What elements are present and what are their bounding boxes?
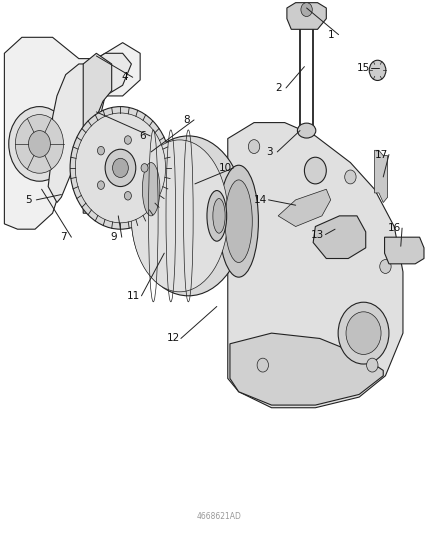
Circle shape: [70, 107, 171, 229]
Text: 15: 15: [357, 63, 370, 73]
Circle shape: [15, 115, 64, 173]
Circle shape: [248, 140, 260, 154]
Polygon shape: [4, 37, 140, 229]
Polygon shape: [287, 3, 326, 29]
Text: 1: 1: [327, 30, 334, 39]
Ellipse shape: [225, 180, 252, 263]
Polygon shape: [230, 333, 383, 405]
Circle shape: [28, 131, 50, 157]
Text: 8: 8: [183, 115, 190, 125]
Circle shape: [369, 60, 386, 80]
Text: 14: 14: [254, 195, 267, 205]
Ellipse shape: [131, 140, 228, 292]
Polygon shape: [48, 53, 131, 203]
Text: 6: 6: [139, 131, 146, 141]
Polygon shape: [374, 150, 388, 203]
Text: 2: 2: [275, 83, 282, 93]
Circle shape: [301, 3, 312, 17]
Ellipse shape: [142, 163, 160, 216]
Text: 4668621AD: 4668621AD: [197, 512, 241, 521]
Circle shape: [257, 358, 268, 372]
Polygon shape: [83, 53, 112, 213]
Circle shape: [346, 312, 381, 354]
Circle shape: [367, 358, 378, 372]
Circle shape: [113, 158, 128, 177]
Text: 3: 3: [266, 147, 273, 157]
Ellipse shape: [219, 165, 258, 277]
Text: 16: 16: [388, 223, 401, 233]
Ellipse shape: [213, 199, 225, 233]
Circle shape: [75, 113, 166, 223]
Ellipse shape: [138, 152, 164, 227]
Circle shape: [9, 107, 70, 181]
Circle shape: [98, 181, 105, 189]
Polygon shape: [313, 216, 366, 259]
Circle shape: [98, 147, 105, 155]
Ellipse shape: [131, 136, 245, 296]
Circle shape: [124, 136, 131, 144]
Polygon shape: [278, 189, 331, 227]
Text: 13: 13: [311, 230, 324, 239]
Text: 9: 9: [110, 232, 117, 242]
Text: 11: 11: [127, 291, 140, 301]
Circle shape: [105, 149, 136, 187]
Polygon shape: [228, 123, 403, 408]
Circle shape: [338, 302, 389, 364]
Text: 17: 17: [374, 150, 388, 159]
Text: 7: 7: [60, 232, 67, 242]
Text: 5: 5: [25, 195, 32, 205]
Circle shape: [124, 191, 131, 200]
Polygon shape: [385, 237, 424, 264]
Circle shape: [304, 157, 326, 184]
Text: 12: 12: [166, 334, 180, 343]
Circle shape: [345, 170, 356, 184]
Circle shape: [141, 164, 148, 172]
Text: 10: 10: [219, 163, 232, 173]
Ellipse shape: [207, 191, 227, 241]
Circle shape: [380, 260, 391, 273]
Text: 4: 4: [121, 72, 128, 82]
Ellipse shape: [297, 123, 316, 138]
